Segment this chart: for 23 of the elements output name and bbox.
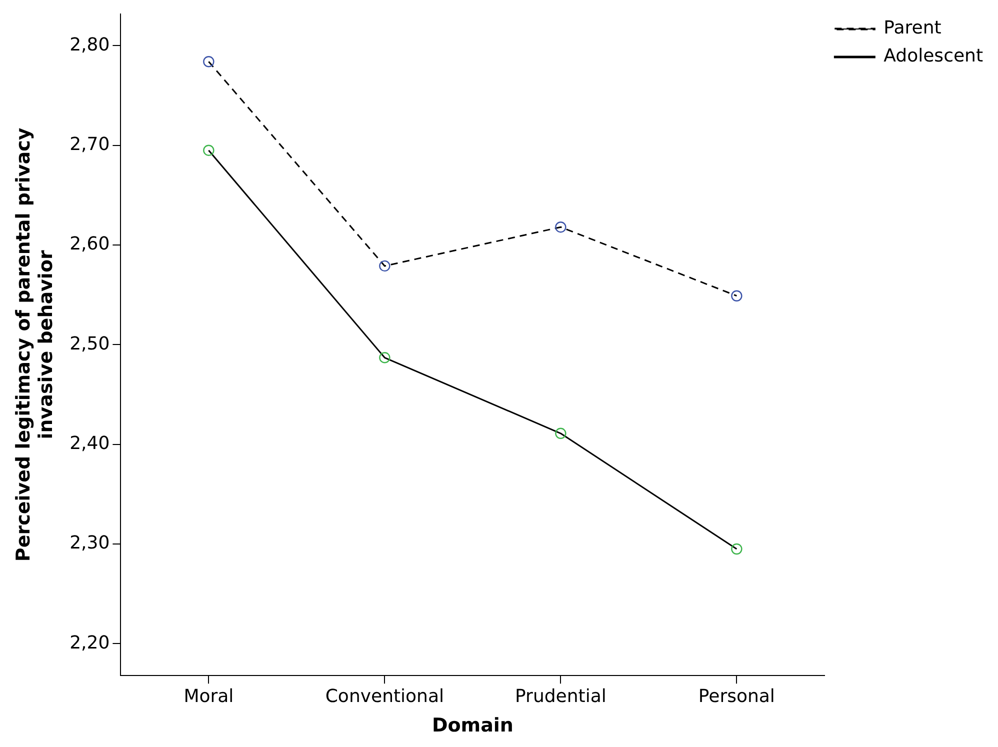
x-tick-label: Conventional — [325, 686, 444, 708]
point — [731, 543, 742, 555]
y-tick-label: 2,50 — [70, 333, 110, 354]
x-tick-label: Moral — [184, 686, 234, 708]
y-tick-label: 2,20 — [70, 632, 110, 654]
x-tick-label: Prudential — [514, 686, 606, 708]
legend-label: Adolescent — [884, 46, 984, 67]
point — [379, 260, 390, 272]
x-tick-label: Personal — [698, 686, 775, 708]
y-tick-label: 2,60 — [70, 234, 110, 255]
point — [203, 56, 214, 68]
y-tick-label: 2,30 — [70, 532, 110, 554]
point — [555, 428, 566, 440]
y-tick-label: 2,70 — [70, 134, 110, 156]
point — [203, 144, 214, 156]
point — [379, 352, 390, 364]
y-tick-label: 2,40 — [70, 433, 110, 454]
point — [731, 290, 742, 302]
y-tick-label: 2,80 — [70, 34, 110, 56]
y-axis-title: Perceived legitimacy of parental privacy invasive behavior — [12, 127, 58, 562]
x-axis-title: Domain — [432, 714, 514, 737]
point — [555, 221, 566, 233]
legend-label: Parent — [884, 18, 942, 39]
